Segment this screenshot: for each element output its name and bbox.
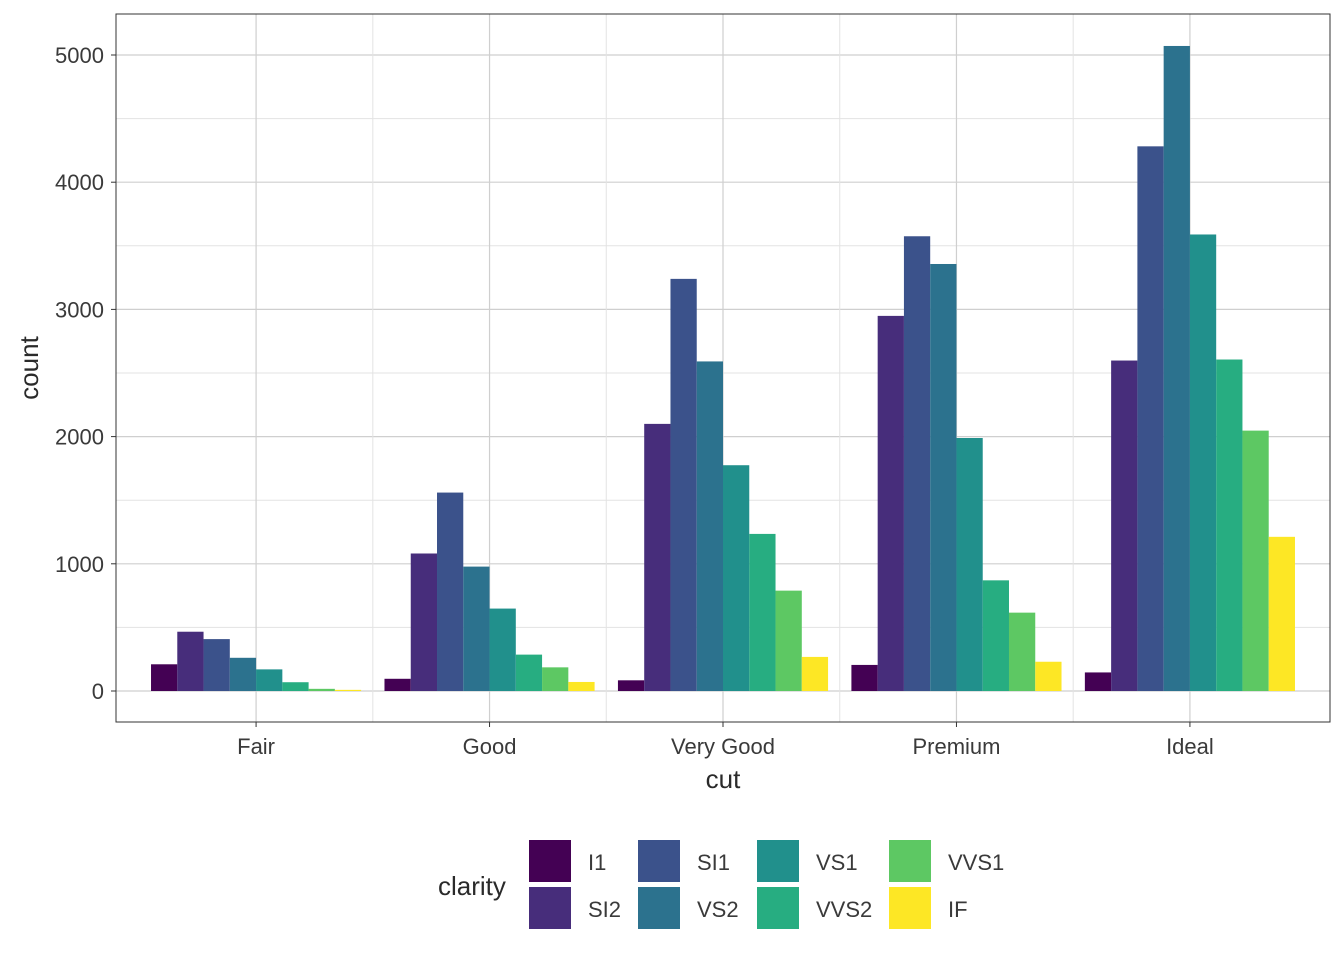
bar-good-si1 xyxy=(437,492,464,691)
bar-very-good-vs2 xyxy=(696,361,723,691)
y-tick-label: 5000 xyxy=(55,43,104,68)
bar-premium-i1 xyxy=(851,664,878,691)
legend-key-si2 xyxy=(529,887,571,929)
bar-good-vs1 xyxy=(489,608,516,691)
bar-good-vs2 xyxy=(463,566,490,691)
bar-good-vvs1 xyxy=(542,667,569,691)
bar-fair-vvs1 xyxy=(308,688,335,691)
x-axis-ticks: Fair Good Very Good Premium Ideal xyxy=(237,722,1214,759)
bar-very-good-si1 xyxy=(670,278,697,691)
legend: clarity I1 SI2 SI1 VS2 VS1 VVS2 VVS1 IF xyxy=(438,840,1004,929)
bar-fair-i1 xyxy=(151,664,178,691)
bar-premium-vs1 xyxy=(956,437,983,691)
legend-keys: I1 SI2 SI1 VS2 VS1 VVS2 VVS1 IF xyxy=(529,840,1004,929)
bars xyxy=(151,45,1295,692)
legend-label-vs2: VS2 xyxy=(697,897,739,922)
y-tick-label: 4000 xyxy=(55,170,104,195)
legend-label-if: IF xyxy=(948,897,968,922)
bar-ideal-if xyxy=(1268,536,1295,691)
bar-ideal-si2 xyxy=(1111,360,1138,691)
bar-fair-if xyxy=(334,689,362,691)
bar-good-if xyxy=(568,681,595,691)
legend-title: clarity xyxy=(438,871,506,901)
bar-ideal-vs1 xyxy=(1189,234,1217,692)
legend-label-vvs2: VVS2 xyxy=(816,897,872,922)
legend-label-vvs1: VVS1 xyxy=(948,850,1004,875)
bar-ideal-si1 xyxy=(1137,146,1164,692)
bar-good-vvs2 xyxy=(515,654,543,691)
bar-very-good-i1 xyxy=(617,680,645,691)
bar-fair-vvs2 xyxy=(282,682,309,691)
bar-premium-vs2 xyxy=(930,263,957,691)
bar-premium-vvs2 xyxy=(982,580,1009,691)
bar-premium-if xyxy=(1035,661,1062,691)
x-tick-label: Very Good xyxy=(671,734,775,759)
legend-label-si1: SI1 xyxy=(697,850,730,875)
bar-fair-si1 xyxy=(203,639,230,691)
bar-fair-vs2 xyxy=(229,657,257,691)
y-tick-label: 3000 xyxy=(55,297,104,322)
bar-ideal-i1 xyxy=(1084,672,1112,691)
legend-label-si2: SI2 xyxy=(588,897,621,922)
legend-key-vvs2 xyxy=(757,887,799,929)
bar-fair-si2 xyxy=(177,631,204,691)
bar-ideal-vvs1 xyxy=(1242,430,1269,691)
legend-key-if xyxy=(889,887,931,929)
y-tick-label: 0 xyxy=(92,679,104,704)
legend-key-vvs1 xyxy=(889,840,931,882)
bar-very-good-si2 xyxy=(644,423,671,691)
legend-key-i1 xyxy=(529,840,571,882)
bar-good-si2 xyxy=(410,553,438,691)
y-axis-ticks: 0 1000 2000 3000 4000 5000 xyxy=(55,43,116,704)
legend-label-vs1: VS1 xyxy=(816,850,858,875)
bar-ideal-vvs2 xyxy=(1216,359,1243,691)
bar-fair-vs1 xyxy=(256,669,283,691)
y-tick-label: 2000 xyxy=(55,425,104,450)
x-tick-label: Premium xyxy=(912,734,1000,759)
bar-very-good-if xyxy=(801,656,829,691)
y-axis-title: count xyxy=(14,335,44,399)
x-tick-label: Good xyxy=(463,734,517,759)
x-tick-label: Ideal xyxy=(1166,734,1214,759)
bar-ideal-vs2 xyxy=(1163,45,1190,691)
bar-very-good-vs1 xyxy=(723,465,750,691)
legend-key-si1 xyxy=(638,840,680,882)
bar-good-i1 xyxy=(384,678,411,691)
bar-very-good-vvs1 xyxy=(775,590,802,691)
x-tick-label: Fair xyxy=(237,734,275,759)
bar-premium-si2 xyxy=(877,315,904,691)
legend-key-vs1 xyxy=(757,840,799,882)
legend-label-i1: I1 xyxy=(588,850,606,875)
x-axis-title: cut xyxy=(706,764,741,794)
bar-very-good-vvs2 xyxy=(749,533,776,691)
bar-premium-si1 xyxy=(903,236,931,691)
y-tick-label: 1000 xyxy=(55,552,104,577)
bar-premium-vvs1 xyxy=(1008,612,1036,691)
legend-key-vs2 xyxy=(638,887,680,929)
